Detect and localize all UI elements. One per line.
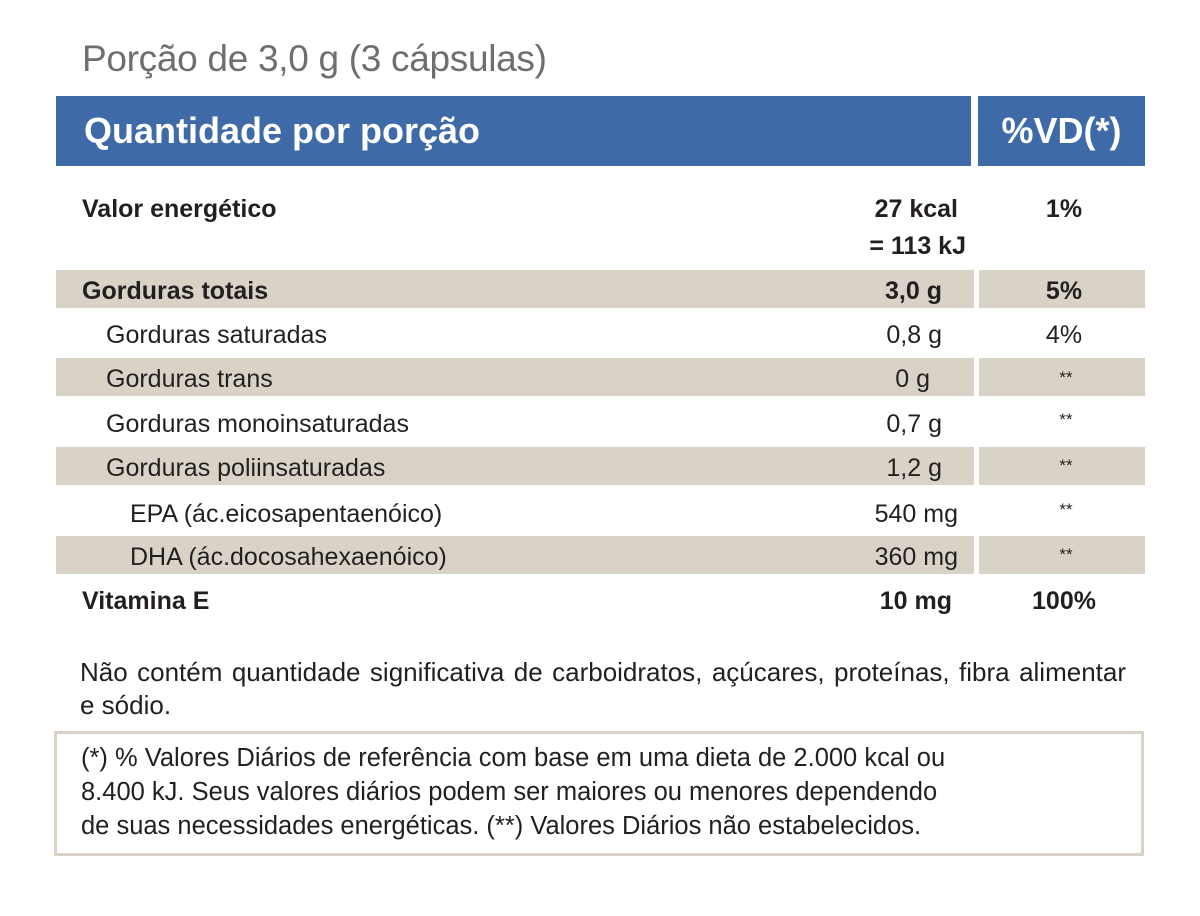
row-amount: 0,8 g	[886, 321, 942, 349]
row-shade	[56, 358, 974, 396]
row-amount-kj: = 113 kJ	[869, 232, 966, 260]
row-amount: 10 mg	[879, 587, 952, 615]
table-row-energy: Valor energético 27 kcal = 113 kJ 1%	[0, 192, 1200, 264]
row-label: Valor energético	[82, 195, 277, 223]
row-shade	[979, 358, 1145, 396]
row-amount: 540 mg	[874, 500, 958, 528]
row-dv: **	[1059, 500, 1073, 519]
row-amount: 1,2 g	[886, 454, 942, 482]
row-amount: 3,0 g	[885, 277, 942, 305]
table-header-dv: %VD(*)	[978, 96, 1145, 166]
row-dv: **	[1059, 545, 1073, 564]
row-label: Gorduras totais	[82, 277, 269, 305]
row-dv: **	[1059, 456, 1073, 475]
row-dv: 4%	[1045, 321, 1083, 349]
row-amount: 360 mg	[874, 543, 958, 571]
table-header-amount: Quantidade por porção	[56, 96, 971, 166]
row-shade	[56, 270, 974, 308]
row-shade	[979, 536, 1145, 574]
row-label: EPA (ác.eicosapentaenóico)	[130, 500, 443, 528]
serving-size-title: Porção de 3,0 g (3 cápsulas)	[82, 38, 547, 79]
row-dv: 100%	[1032, 587, 1096, 615]
row-label: Gorduras trans	[106, 365, 273, 393]
row-shade	[979, 270, 1145, 308]
footnote-line: 8.400 kJ. Seus valores diários podem ser…	[81, 778, 938, 806]
footnote-line: de suas necessidades energéticas. (**) V…	[81, 812, 922, 840]
footnote-line: (*) % Valores Diários de referência com …	[81, 744, 946, 772]
row-label: Vitamina E	[82, 587, 210, 615]
row-amount-kcal: 27 kcal	[874, 195, 958, 223]
nutrient-note: Não contém quantidade significativa de c…	[80, 657, 1126, 720]
footnote-box: (*) % Valores Diários de referência com …	[54, 731, 1144, 856]
row-amount: 0,7 g	[886, 410, 942, 438]
row-label: DHA (ác.docosahexaenóico)	[130, 543, 447, 571]
row-dv: **	[1059, 410, 1073, 429]
row-shade	[56, 536, 974, 574]
row-dv: 1%	[1045, 195, 1083, 223]
row-label: Gorduras saturadas	[106, 321, 327, 349]
row-shade	[56, 447, 974, 485]
row-label: Gorduras poliinsaturadas	[106, 454, 386, 482]
row-dv: 5%	[1045, 277, 1083, 305]
row-label: Gorduras monoinsaturadas	[106, 410, 409, 438]
row-amount: 0 g	[895, 365, 930, 393]
row-shade	[979, 447, 1145, 485]
row-dv: **	[1059, 368, 1073, 387]
